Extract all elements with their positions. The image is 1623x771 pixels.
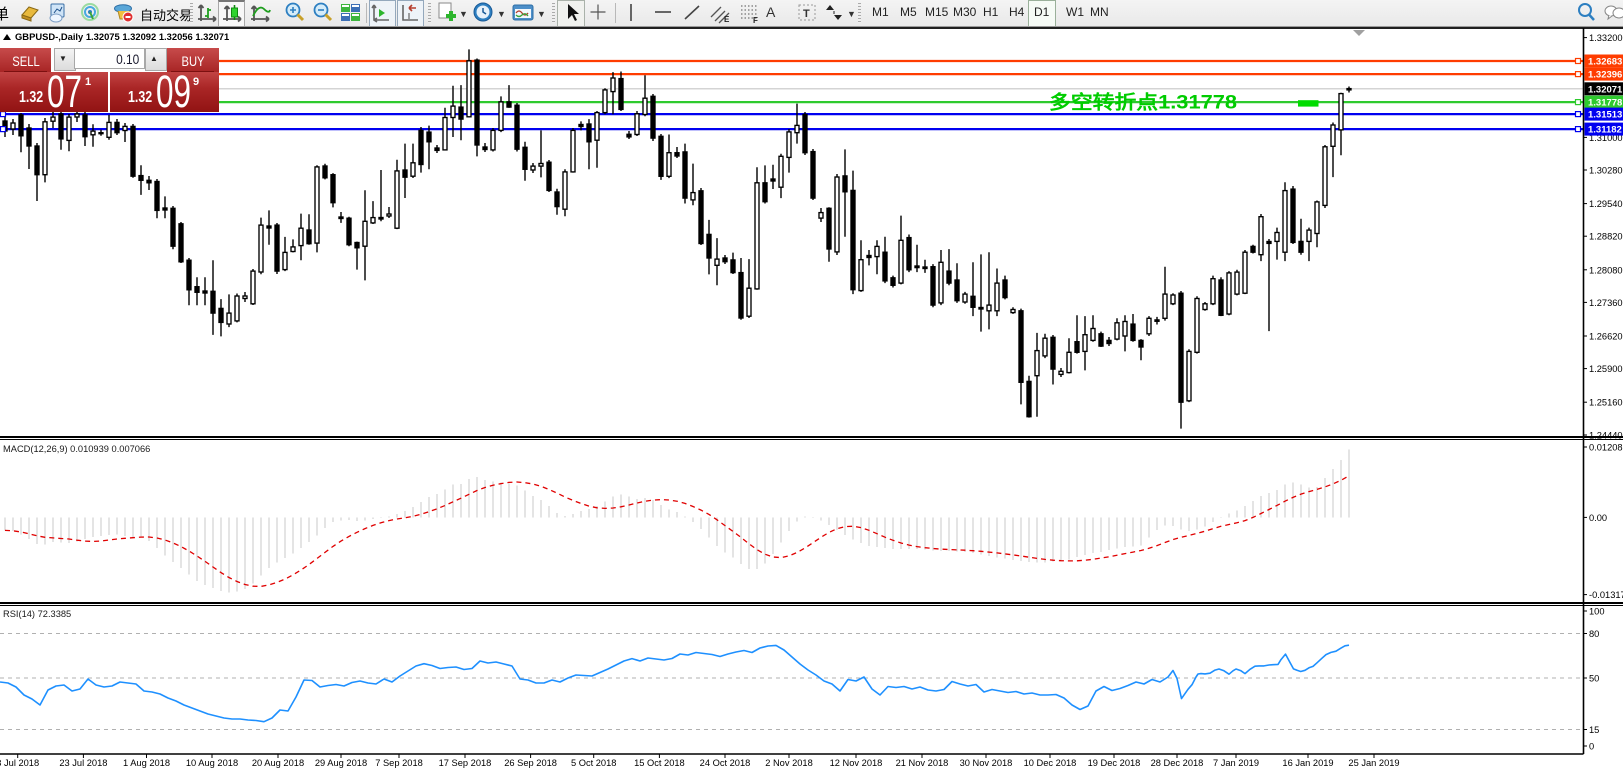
svg-text:0: 0 bbox=[1589, 742, 1594, 752]
svg-text:20 Aug 2018: 20 Aug 2018 bbox=[252, 758, 304, 768]
svg-text:80: 80 bbox=[1589, 629, 1599, 639]
svg-text:1.26620: 1.26620 bbox=[1589, 332, 1623, 342]
svg-text:1 Aug 2018: 1 Aug 2018 bbox=[123, 758, 170, 768]
svg-text:17 Sep 2018: 17 Sep 2018 bbox=[439, 758, 492, 768]
svg-text:1.33200: 1.33200 bbox=[1589, 33, 1623, 43]
svg-text:1.31778: 1.31778 bbox=[1588, 98, 1622, 109]
svg-text:1.31000: 1.31000 bbox=[1589, 133, 1623, 143]
svg-text:16 Jan 2019: 16 Jan 2019 bbox=[1282, 758, 1333, 768]
svg-text:15 Oct 2018: 15 Oct 2018 bbox=[634, 758, 685, 768]
svg-text:5 Oct 2018: 5 Oct 2018 bbox=[571, 758, 616, 768]
svg-text:1.32071: 1.32071 bbox=[1588, 84, 1623, 95]
svg-text:1.24440: 1.24440 bbox=[1589, 431, 1623, 441]
svg-text:1.28080: 1.28080 bbox=[1589, 265, 1623, 275]
svg-text:1.28820: 1.28820 bbox=[1589, 232, 1623, 242]
svg-text:7 Jan 2019: 7 Jan 2019 bbox=[1213, 758, 1259, 768]
svg-text:21 Nov 2018: 21 Nov 2018 bbox=[896, 758, 949, 768]
svg-text:24 Oct 2018: 24 Oct 2018 bbox=[700, 758, 751, 768]
svg-text:-0.01317: -0.01317 bbox=[1589, 590, 1623, 600]
svg-text:10 Dec 2018: 10 Dec 2018 bbox=[1024, 758, 1077, 768]
svg-text:1.31182: 1.31182 bbox=[1588, 125, 1622, 136]
svg-text:23 Jul 2018: 23 Jul 2018 bbox=[59, 758, 107, 768]
svg-text:T: T bbox=[803, 8, 810, 20]
svg-text:F: F bbox=[753, 16, 758, 25]
svg-text:1.25160: 1.25160 bbox=[1589, 398, 1623, 408]
svg-text:RSI(14) 72.3385: RSI(14) 72.3385 bbox=[3, 609, 71, 619]
svg-text:E: E bbox=[724, 15, 730, 24]
svg-text:100: 100 bbox=[1589, 607, 1605, 617]
svg-text:1.25900: 1.25900 bbox=[1589, 364, 1623, 374]
svg-text:1.29540: 1.29540 bbox=[1589, 199, 1623, 209]
svg-text:多空转折点1.31778: 多空转折点1.31778 bbox=[1049, 91, 1237, 114]
svg-text:0.00: 0.00 bbox=[1589, 513, 1607, 523]
svg-text:1.32396: 1.32396 bbox=[1588, 70, 1622, 81]
svg-text:25 Jan 2019: 25 Jan 2019 bbox=[1348, 758, 1399, 768]
svg-text:50: 50 bbox=[1589, 674, 1599, 684]
svg-text:3 Jul 2018: 3 Jul 2018 bbox=[0, 758, 39, 768]
svg-text:7 Sep 2018: 7 Sep 2018 bbox=[375, 758, 423, 768]
svg-text:2 Nov 2018: 2 Nov 2018 bbox=[765, 758, 813, 768]
svg-text:MACD(12,26,9) 0.010939 0.00706: MACD(12,26,9) 0.010939 0.007066 bbox=[3, 444, 150, 454]
svg-text:26 Sep 2018: 26 Sep 2018 bbox=[504, 758, 557, 768]
svg-text:12 Nov 2018: 12 Nov 2018 bbox=[830, 758, 883, 768]
svg-text:15: 15 bbox=[1589, 725, 1599, 735]
svg-text:28 Dec 2018: 28 Dec 2018 bbox=[1151, 758, 1204, 768]
svg-text:29 Aug 2018: 29 Aug 2018 bbox=[315, 758, 367, 768]
svg-text:19 Dec 2018: 19 Dec 2018 bbox=[1088, 758, 1141, 768]
svg-text:GBPUSD-,Daily 1.32075 1.32092: GBPUSD-,Daily 1.32075 1.32092 1.32056 1.… bbox=[15, 31, 229, 42]
svg-text:30 Nov 2018: 30 Nov 2018 bbox=[960, 758, 1013, 768]
svg-text:1.31513: 1.31513 bbox=[1588, 110, 1622, 121]
svg-text:1.27360: 1.27360 bbox=[1589, 298, 1623, 308]
svg-text:1.30280: 1.30280 bbox=[1589, 166, 1623, 176]
svg-text:0.012088: 0.012088 bbox=[1589, 443, 1623, 453]
svg-text:10 Aug 2018: 10 Aug 2018 bbox=[186, 758, 238, 768]
svg-text:1.32683: 1.32683 bbox=[1588, 57, 1622, 68]
